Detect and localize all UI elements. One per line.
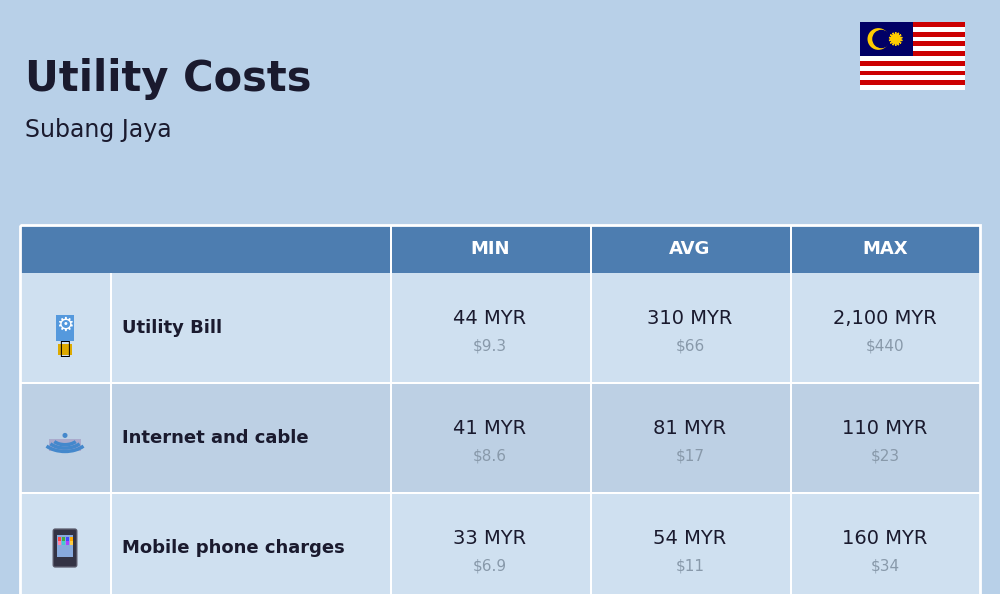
Bar bbox=[49, 440, 81, 451]
FancyBboxPatch shape bbox=[53, 529, 77, 567]
Bar bbox=[590, 383, 592, 493]
Text: 44 MYR: 44 MYR bbox=[453, 308, 527, 327]
Wedge shape bbox=[867, 28, 889, 50]
Bar bbox=[590, 273, 592, 383]
Bar bbox=[62, 541, 65, 545]
Bar bbox=[56, 315, 74, 341]
Bar bbox=[390, 273, 392, 383]
Bar bbox=[860, 61, 965, 66]
Bar bbox=[20, 273, 980, 383]
Text: 2,100 MYR: 2,100 MYR bbox=[833, 308, 937, 327]
Text: MIN: MIN bbox=[470, 240, 510, 258]
Bar bbox=[790, 493, 792, 594]
Text: $23: $23 bbox=[870, 448, 900, 463]
Bar bbox=[860, 22, 912, 56]
Bar bbox=[66, 541, 69, 545]
Text: Utility Costs: Utility Costs bbox=[25, 58, 312, 100]
Bar bbox=[790, 383, 792, 493]
Text: $34: $34 bbox=[870, 558, 900, 573]
Text: Internet and cable: Internet and cable bbox=[122, 429, 309, 447]
Text: Utility Bill: Utility Bill bbox=[122, 319, 222, 337]
Bar bbox=[20, 225, 980, 594]
Bar bbox=[860, 75, 965, 81]
Bar bbox=[58, 537, 61, 541]
Text: $9.3: $9.3 bbox=[473, 339, 507, 353]
Bar bbox=[590, 225, 592, 273]
Text: ⚙: ⚙ bbox=[56, 316, 74, 335]
Bar bbox=[860, 56, 965, 61]
Bar bbox=[390, 493, 392, 594]
Bar bbox=[860, 37, 965, 42]
Bar bbox=[70, 541, 73, 545]
Bar bbox=[110, 383, 112, 493]
Text: MAX: MAX bbox=[862, 240, 908, 258]
Bar bbox=[20, 225, 980, 273]
Text: $17: $17 bbox=[676, 448, 704, 463]
Text: 33 MYR: 33 MYR bbox=[453, 529, 527, 548]
Circle shape bbox=[63, 434, 67, 437]
Text: Subang Jaya: Subang Jaya bbox=[25, 118, 172, 142]
Bar bbox=[860, 85, 965, 90]
Text: 81 MYR: 81 MYR bbox=[653, 419, 727, 438]
Bar bbox=[66, 537, 69, 541]
Bar bbox=[860, 27, 965, 32]
Text: 41 MYR: 41 MYR bbox=[453, 419, 527, 438]
Text: 160 MYR: 160 MYR bbox=[842, 529, 928, 548]
Text: Mobile phone charges: Mobile phone charges bbox=[122, 539, 345, 557]
Text: $440: $440 bbox=[866, 339, 904, 353]
Bar bbox=[860, 31, 965, 37]
Bar bbox=[590, 493, 592, 594]
Bar bbox=[790, 273, 792, 383]
Bar bbox=[110, 273, 112, 383]
Bar bbox=[62, 537, 65, 541]
Bar bbox=[860, 66, 965, 71]
Polygon shape bbox=[889, 32, 902, 46]
Bar bbox=[790, 225, 792, 273]
Text: AVG: AVG bbox=[669, 240, 711, 258]
Bar bbox=[58, 541, 61, 545]
Text: 310 MYR: 310 MYR bbox=[647, 308, 733, 327]
Bar bbox=[390, 225, 392, 273]
Bar bbox=[58, 343, 72, 355]
Bar bbox=[860, 22, 965, 27]
Bar bbox=[20, 493, 980, 594]
Circle shape bbox=[873, 30, 890, 48]
Bar bbox=[860, 46, 965, 52]
Text: $11: $11 bbox=[676, 558, 704, 573]
Bar bbox=[110, 493, 112, 594]
Bar bbox=[860, 80, 965, 86]
Bar bbox=[20, 383, 980, 493]
Text: 🔌: 🔌 bbox=[60, 340, 70, 358]
Text: $66: $66 bbox=[675, 339, 705, 353]
Bar bbox=[860, 51, 965, 56]
Bar bbox=[70, 537, 73, 541]
Bar bbox=[860, 71, 965, 76]
Bar bbox=[20, 382, 980, 384]
Bar bbox=[20, 492, 980, 494]
Bar bbox=[57, 535, 73, 557]
Bar bbox=[390, 383, 392, 493]
Text: $8.6: $8.6 bbox=[473, 448, 507, 463]
Text: $6.9: $6.9 bbox=[473, 558, 507, 573]
Text: 110 MYR: 110 MYR bbox=[842, 419, 928, 438]
Bar bbox=[860, 42, 965, 47]
Text: 54 MYR: 54 MYR bbox=[653, 529, 727, 548]
